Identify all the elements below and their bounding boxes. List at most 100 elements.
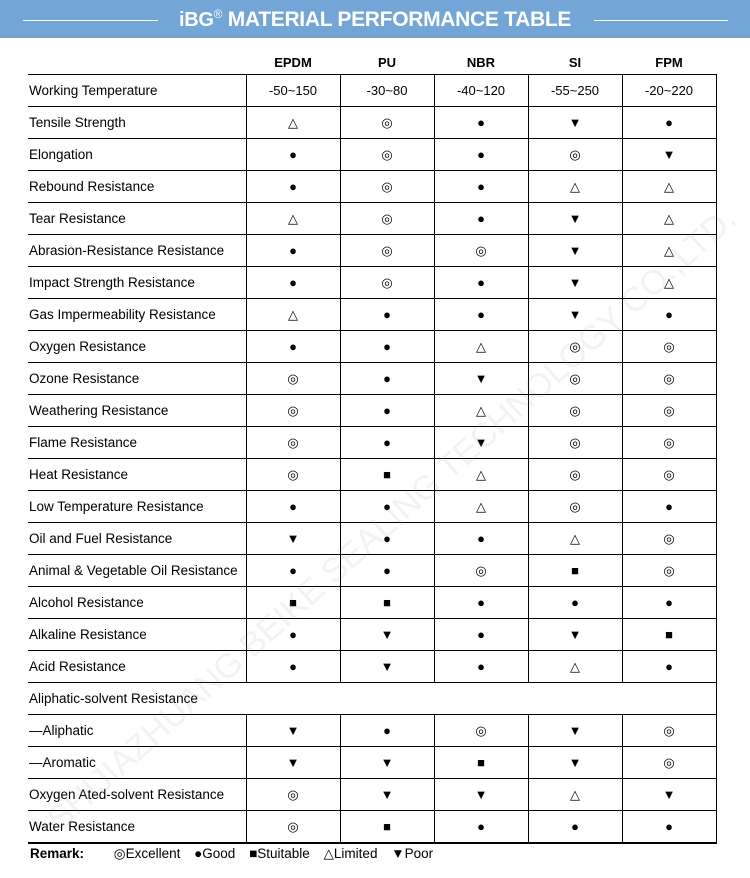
rating-cell: △	[245, 298, 340, 331]
remark-label: Remark:	[30, 846, 85, 861]
rating-cell: ●	[433, 106, 528, 139]
rating-cell: ◎	[245, 778, 340, 811]
rating-cell: △	[527, 170, 622, 203]
rating-cell: ◎	[527, 362, 622, 395]
rating-cell: ●	[433, 650, 528, 683]
rating-cell: ●	[245, 330, 340, 363]
rating-cell: △	[621, 202, 717, 235]
rating-cell: ◎	[245, 394, 340, 427]
rating-cell: ▼	[245, 714, 340, 747]
rating-cell: ●	[339, 522, 434, 555]
table-row: Gas Impermeability Resistance △ ● ● ▼ ●	[28, 298, 717, 331]
rating-cell: △	[527, 522, 622, 555]
rating-cell: ▼	[339, 650, 434, 683]
row-label: Impact Strength Resistance	[28, 266, 246, 299]
rating-cell: ●	[433, 298, 528, 331]
title-text: MATERIAL PERFORMANCE TABLE	[227, 8, 572, 31]
rating-cell: ▼	[621, 138, 717, 171]
rating-cell: △	[433, 490, 528, 523]
table-row: Animal & Vegetable Oil Resistance ● ● ◎ ■ ◎	[28, 554, 717, 587]
table-row: Heat Resistance ◎ ■ △ ◎ ◎	[28, 458, 717, 491]
rating-cell: ●	[245, 138, 340, 171]
rating-cell: ●	[621, 650, 717, 683]
rating-cell: ◎	[527, 394, 622, 427]
rating-cell: ▼	[527, 618, 622, 651]
rating-cell: ●	[433, 810, 528, 844]
rating-cell: -40~120	[433, 74, 528, 107]
divider	[594, 20, 728, 21]
rating-cell: ◎	[433, 714, 528, 747]
rating-cell: ◎	[621, 394, 717, 427]
rating-cell: ●	[245, 650, 340, 683]
rating-cell: ▼	[245, 522, 340, 555]
table-row: Oxygen Resistance ● ● △ ◎ ◎	[28, 330, 717, 363]
rating-cell: ◎	[339, 170, 434, 203]
rating-cell: -20~220	[621, 74, 717, 107]
rating-cell: ▼	[339, 778, 434, 811]
rating-cell: ■	[621, 618, 717, 651]
row-label: Alkaline Resistance	[28, 618, 246, 651]
registered-mark: ®	[213, 7, 223, 21]
rating-cell: ●	[527, 810, 622, 844]
column-header-epdm: EPDM	[274, 54, 312, 70]
rating-cell: ●	[245, 554, 340, 587]
material-performance-table: EPDM PU NBR SI FPM Working Temperature -50~15…	[28, 50, 717, 844]
table-row: Elongation ● ◎ ● ◎ ▼	[28, 138, 717, 171]
rating-cell: ◎	[527, 426, 622, 459]
row-label: Low Temperature Resistance	[28, 490, 246, 523]
rating-cell: ▼	[527, 234, 622, 267]
table-row: Ozone Resistance ◎ ● ▼ ◎ ◎	[28, 362, 717, 395]
rating-cell: ▼	[433, 778, 528, 811]
rating-cell: ●	[339, 490, 434, 523]
rating-cell: ◎	[621, 330, 717, 363]
rating-cell: ●	[433, 586, 528, 619]
rating-cell: ◎	[245, 426, 340, 459]
rating-cell: ◎	[339, 106, 434, 139]
column-header-nbr: NBR	[466, 54, 496, 70]
table-row: Flame Resistance ◎ ● ▼ ◎ ◎	[28, 426, 717, 459]
row-label: Weathering Resistance	[28, 394, 246, 427]
rating-cell: ■	[433, 746, 528, 779]
rating-cell: ●	[621, 298, 717, 331]
row-label: —Aromatic	[28, 746, 246, 779]
rating-cell: ●	[433, 618, 528, 651]
logo: iBG	[178, 9, 214, 31]
table-row: Low Temperature Resistance ● ● △ ◎ ●	[28, 490, 717, 523]
rating-cell: ▼	[527, 266, 622, 299]
rating-cell: ■	[339, 458, 434, 491]
rating-cell: ◎	[621, 426, 717, 459]
table-row: Alkaline Resistance ● ▼ ● ▼ ■	[28, 618, 717, 651]
rating-cell: ■	[245, 586, 340, 619]
table-row: Alcohol Resistance ■ ■ ● ● ●	[28, 586, 717, 619]
rating-cell: ▼	[433, 362, 528, 395]
rating-cell: △	[245, 106, 340, 139]
rating-cell: ▼	[433, 426, 528, 459]
rating-cell: ▼	[245, 746, 340, 779]
column-header-si: SI	[568, 54, 582, 70]
table-row: Tear Resistance △ ◎ ● ▼ △	[28, 202, 717, 235]
rating-cell: ●	[433, 202, 528, 235]
rating-cell: ▼	[527, 746, 622, 779]
row-label: Tear Resistance	[28, 202, 246, 235]
table-row: Acid Resistance ● ▼ ● △ ●	[28, 650, 717, 683]
rating-cell: ●	[245, 490, 340, 523]
legend-good: ●Good	[194, 846, 236, 861]
rating-cell: ◎	[339, 202, 434, 235]
row-label: Rebound Resistance	[28, 170, 246, 203]
rating-cell: △	[245, 202, 340, 235]
row-label: Oxygen Ated-solvent Resistance	[28, 778, 246, 811]
rating-cell: ◎	[621, 362, 717, 395]
rating-cell: ●	[339, 298, 434, 331]
rating-cell: ◎	[245, 810, 340, 844]
rating-cell: ●	[339, 714, 434, 747]
rating-cell: △	[527, 650, 622, 683]
row-label: Flame Resistance	[28, 426, 246, 459]
rating-cell: ■	[339, 810, 434, 844]
rating-cell: ◎	[433, 554, 528, 587]
rating-cell: ●	[621, 490, 717, 523]
rating-cell: ▼	[527, 202, 622, 235]
page-title: iBG® MATERIAL PERFORMANCE TABLE	[0, 7, 750, 32]
rating-cell: ◎	[621, 522, 717, 555]
rating-cell: ◎	[621, 554, 717, 587]
row-label: Abrasion-Resistance Resistance	[28, 234, 246, 267]
